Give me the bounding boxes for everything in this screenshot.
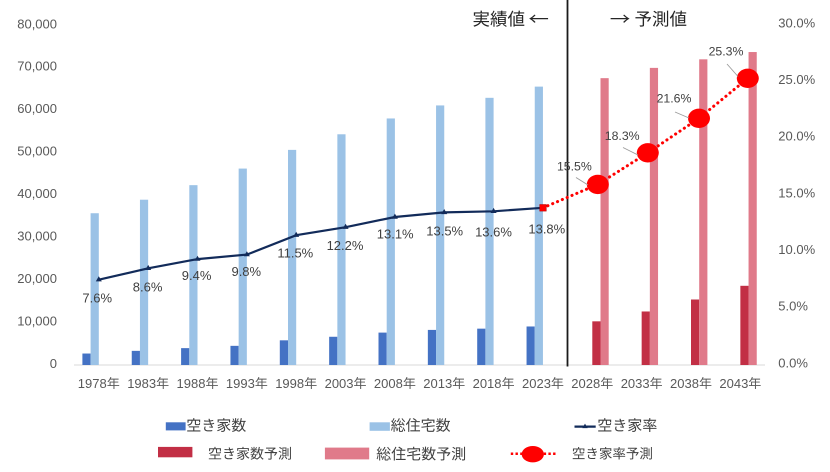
svg-text:20.0%: 20.0% — [778, 129, 815, 144]
svg-text:50,000: 50,000 — [17, 144, 57, 159]
svg-text:18.3%: 18.3% — [605, 129, 640, 143]
svg-text:9.8%: 9.8% — [231, 264, 261, 279]
svg-text:15.5%: 15.5% — [557, 160, 592, 174]
svg-text:13.1%: 13.1% — [377, 227, 414, 242]
svg-text:20,000: 20,000 — [17, 271, 57, 286]
svg-text:30,000: 30,000 — [17, 229, 57, 244]
svg-text:2033: 2033 — [621, 376, 650, 391]
svg-text:10.0%: 10.0% — [778, 242, 815, 257]
svg-text:25.0%: 25.0% — [778, 72, 815, 87]
svg-text:15.0%: 15.0% — [778, 185, 815, 200]
svg-text:10,000: 10,000 — [17, 314, 57, 329]
svg-text:80,000: 80,000 — [17, 16, 57, 31]
svg-text:1988: 1988 — [177, 376, 206, 391]
svg-text:1993: 1993 — [226, 376, 255, 391]
svg-text:12.2%: 12.2% — [327, 238, 364, 253]
svg-text:21.6%: 21.6% — [657, 92, 692, 106]
svg-text:0: 0 — [50, 356, 57, 371]
svg-text:2038: 2038 — [670, 376, 699, 391]
svg-text:2018: 2018 — [473, 376, 502, 391]
svg-text:2003: 2003 — [325, 376, 354, 391]
svg-text:2043: 2043 — [719, 376, 748, 391]
svg-text:2023: 2023 — [522, 376, 551, 391]
svg-text:2013: 2013 — [423, 376, 452, 391]
svg-text:11.5%: 11.5% — [277, 246, 313, 261]
svg-text:1978: 1978 — [78, 376, 107, 391]
svg-text:25.3%: 25.3% — [709, 45, 744, 59]
svg-text:13.8%: 13.8% — [528, 221, 565, 236]
svg-text:13.6%: 13.6% — [475, 225, 512, 240]
svg-text:1983: 1983 — [127, 376, 156, 391]
svg-text:5.0%: 5.0% — [778, 299, 808, 314]
svg-text:9.4%: 9.4% — [182, 268, 212, 283]
svg-text:30.0%: 30.0% — [778, 15, 815, 30]
svg-text:2008: 2008 — [374, 376, 403, 391]
svg-text:7.6%: 7.6% — [82, 290, 112, 305]
svg-text:8.6%: 8.6% — [133, 280, 163, 295]
svg-text:1998: 1998 — [275, 376, 304, 391]
svg-text:0.0%: 0.0% — [778, 355, 808, 370]
svg-text:70,000: 70,000 — [17, 59, 57, 74]
svg-text:60,000: 60,000 — [17, 101, 57, 116]
svg-text:13.5%: 13.5% — [426, 223, 463, 238]
svg-text:40,000: 40,000 — [17, 186, 57, 201]
svg-text:2028: 2028 — [571, 376, 600, 391]
